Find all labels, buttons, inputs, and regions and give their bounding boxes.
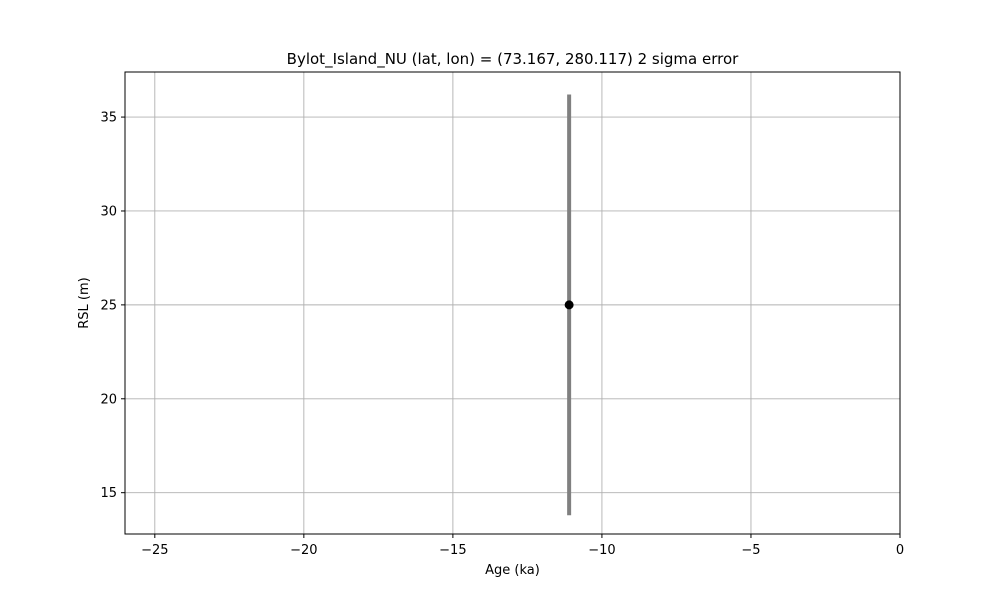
x-axis-label: Age (ka) (485, 563, 540, 578)
y-axis-label: RSL (m) (77, 277, 92, 328)
chart-title: Bylot_Island_NU (lat, lon) = (73.167, 28… (287, 50, 739, 69)
x-axis-ticks: −25 −20 −15 −10 −5 0 (141, 534, 904, 558)
y-tick-label: 20 (100, 392, 117, 407)
x-tick-label: −25 (141, 543, 168, 558)
y-tick-label: 25 (100, 298, 117, 313)
plot-area-frame (124, 71, 901, 535)
x-tick-label: 0 (896, 543, 904, 558)
grid-lines (125, 72, 901, 534)
y-axis-ticks: 15 20 25 30 35 (100, 111, 125, 501)
y-tick-label: 30 (100, 204, 117, 219)
x-tick-label: −10 (588, 543, 615, 558)
x-tick-label: −20 (290, 543, 317, 558)
data-points (564, 300, 574, 310)
data-point (564, 300, 574, 310)
y-tick-label: 15 (100, 486, 117, 501)
x-tick-label: −5 (741, 543, 760, 558)
x-tick-label: −15 (439, 543, 466, 558)
y-tick-label: 35 (100, 111, 117, 126)
